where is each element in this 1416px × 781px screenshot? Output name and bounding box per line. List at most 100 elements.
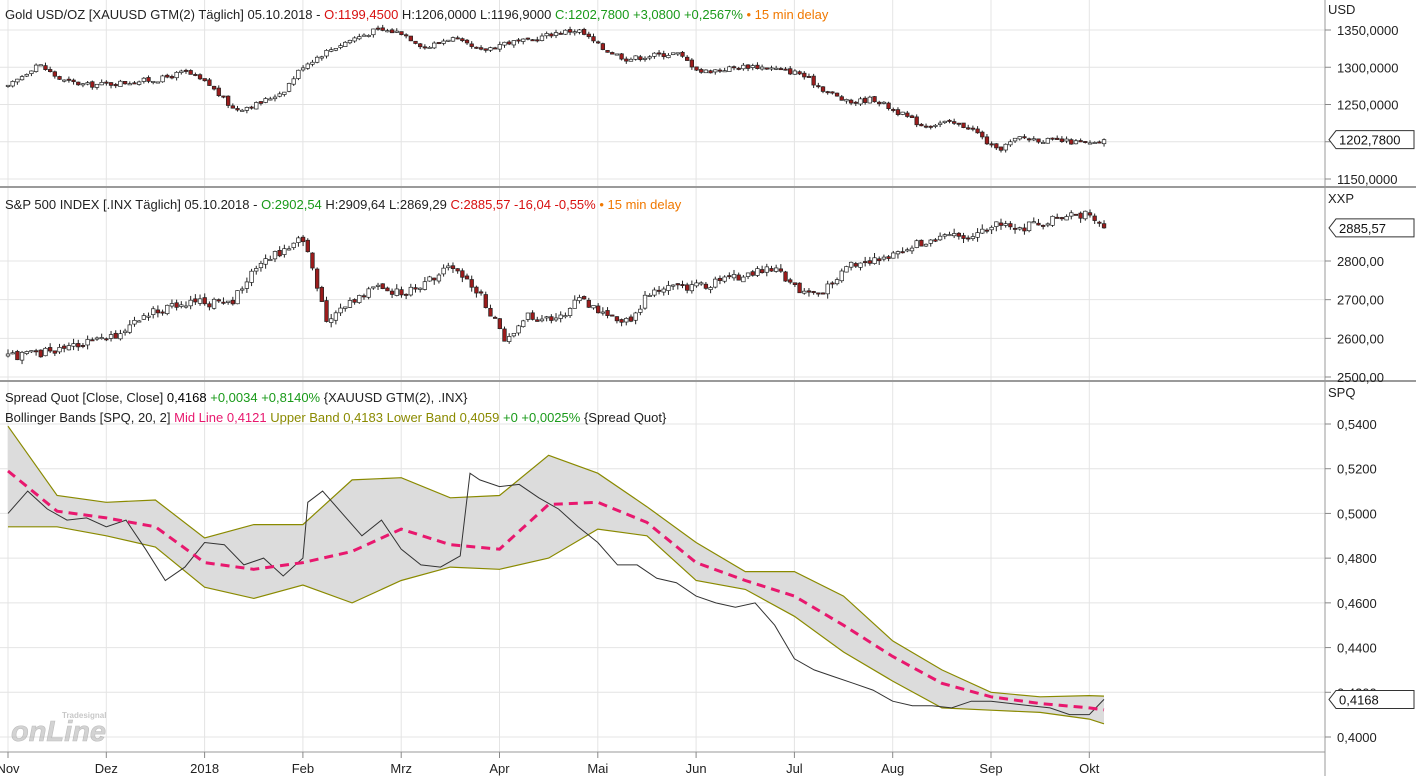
- gold-candle-body: [952, 121, 957, 124]
- gold-candle-body: [1055, 137, 1060, 140]
- spx-candle-body: [535, 319, 540, 322]
- spread-header2-part-0: Bollinger Bands [SPQ, 20, 2]: [5, 410, 174, 425]
- spx-candle-body: [905, 249, 910, 252]
- spx-candle-body: [62, 345, 67, 349]
- gold-candle-body: [900, 111, 905, 115]
- spx-candle-body: [291, 242, 296, 248]
- spx-candle-body: [371, 286, 376, 289]
- spx-candle-body: [830, 282, 835, 285]
- spx-candle-body: [1041, 224, 1046, 227]
- gold-candle-body: [511, 40, 517, 46]
- gold-candle-body: [338, 45, 343, 48]
- gold-candle-body: [371, 28, 376, 36]
- spx-candle-body: [366, 288, 371, 298]
- spread-panel[interactable]: [7, 425, 1105, 725]
- gold-current-tag-label: 1202,7800: [1339, 133, 1400, 148]
- x-tick-label: Aug: [881, 761, 904, 776]
- spx-candle-body: [745, 272, 751, 277]
- spx-candle-body: [605, 310, 610, 316]
- spread-tick-label: 0,4400: [1337, 641, 1377, 656]
- gold-candle-body: [165, 74, 170, 78]
- spx-candle-body: [933, 239, 938, 242]
- gold-candle-body: [1083, 141, 1088, 143]
- spx-candle-body: [633, 312, 638, 321]
- spx-tick-label: 2800,00: [1337, 254, 1384, 269]
- gold-candle-body: [1078, 140, 1083, 143]
- spx-candle-body: [160, 311, 165, 314]
- spx-candle-body: [586, 299, 591, 308]
- spx-candle-body: [385, 287, 390, 292]
- gold-candle-body: [516, 39, 521, 42]
- spx-candle-body: [333, 312, 339, 321]
- spx-candle-body: [249, 270, 254, 283]
- lower-band-line: [8, 526, 1105, 725]
- gold-candle-body: [731, 66, 737, 69]
- gold-candle-body: [628, 58, 634, 62]
- gold-candle-body: [755, 64, 760, 69]
- spx-candle-body: [919, 239, 924, 247]
- gold-candle-body: [478, 47, 484, 50]
- gold-panel[interactable]: [5, 24, 1107, 153]
- spx-candle-body: [806, 290, 812, 293]
- spx-header-part-0: S&P 500 INDEX [.INX Täglich] 05.10.2018 …: [5, 197, 261, 212]
- spx-current-tag-box: [1328, 218, 1415, 238]
- spx-candle-body: [99, 337, 104, 340]
- mid-line: [7, 469, 1105, 712]
- gold-candle-body: [675, 52, 680, 55]
- gold-candle-body: [441, 40, 446, 44]
- spx-candle-body: [666, 285, 671, 291]
- gold-candle-body: [183, 69, 189, 72]
- spread-unit-label: SPQ: [1328, 385, 1355, 400]
- gold-candle-body: [352, 37, 357, 42]
- gold-candle-body: [29, 70, 34, 74]
- spx-candle-body: [258, 262, 264, 269]
- spx-candle-body: [628, 316, 634, 322]
- spx-candle-body: [460, 270, 465, 278]
- gold-candle-body: [1008, 141, 1013, 146]
- spx-candle-body: [446, 265, 451, 269]
- gold-candle-body: [66, 78, 72, 81]
- gold-candle-body: [277, 93, 282, 97]
- gold-candle-body: [769, 67, 774, 70]
- spx-candle-body: [418, 287, 423, 290]
- gold-candle-body: [174, 71, 179, 79]
- gold-candle-body: [830, 91, 835, 94]
- gold-candle-body: [858, 98, 863, 105]
- gold-candle-body: [113, 84, 118, 87]
- spx-candle-body: [591, 305, 596, 309]
- gold-unit-label: USD: [1328, 2, 1355, 17]
- gold-candle-body: [291, 78, 296, 85]
- gold-candle-body: [713, 69, 718, 73]
- spx-candle-body: [881, 256, 887, 260]
- gold-candle-body: [600, 43, 606, 50]
- spx-candle-body: [722, 276, 727, 282]
- spx-candle-body: [169, 303, 175, 307]
- spx-candle-body: [1036, 222, 1041, 226]
- spx-candle-body: [76, 343, 81, 348]
- spx-candle-body: [689, 284, 695, 292]
- tradesignal-watermark: Tradesignal onLine: [11, 711, 107, 748]
- spx-candle-body: [731, 274, 737, 279]
- gold-candle-body: [933, 124, 938, 127]
- spx-candle-body: [928, 239, 933, 244]
- gold-candle-body: [525, 37, 531, 40]
- gold-candle-body: [71, 79, 76, 83]
- gold-candle-body: [188, 70, 193, 75]
- spx-candle-body: [708, 287, 713, 290]
- spx-candle-body: [507, 336, 512, 342]
- gold-candle-body: [652, 52, 657, 57]
- gold-candle-body: [685, 56, 690, 61]
- gold-candle-body: [727, 66, 732, 72]
- gold-candle-body: [57, 76, 62, 80]
- spx-candle-body: [1045, 223, 1050, 226]
- spx-candle-body: [1083, 210, 1088, 220]
- spx-candle-body: [122, 330, 128, 334]
- spx-candle-body: [549, 316, 554, 321]
- gold-candle-body: [399, 31, 404, 36]
- spx-panel[interactable]: [5, 209, 1107, 365]
- gold-candle-body: [62, 79, 67, 82]
- spx-candle-body: [567, 308, 573, 316]
- spx-candle-body: [357, 295, 362, 303]
- grid-lines: [0, 0, 1325, 752]
